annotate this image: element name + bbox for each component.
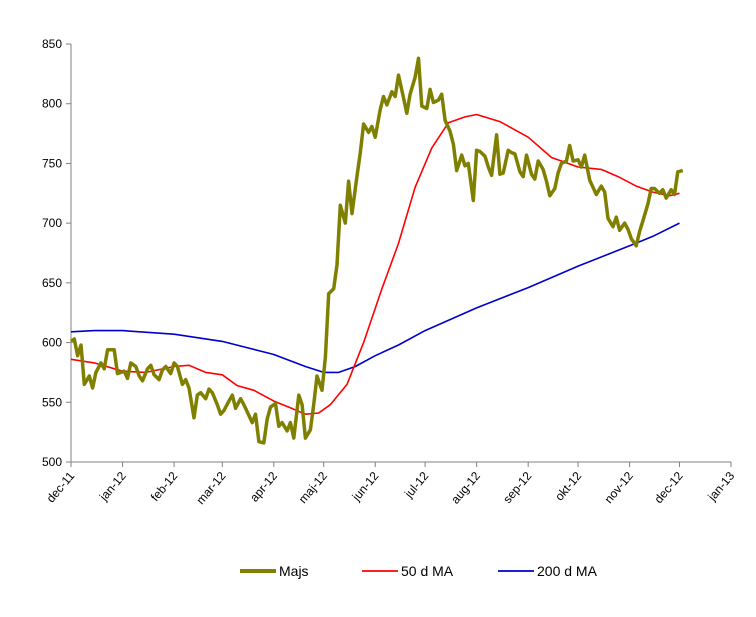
series-line-majs bbox=[69, 56, 684, 445]
x-tick-label: aug-12 bbox=[448, 469, 483, 507]
series-line-200-d-ma bbox=[70, 222, 680, 374]
legend-label: Majs bbox=[279, 563, 309, 579]
x-tick-label: mar-12 bbox=[193, 469, 228, 507]
y-tick-label: 650 bbox=[42, 276, 62, 290]
y-tick-label: 600 bbox=[42, 336, 62, 350]
x-tick-label: jan-12 bbox=[96, 469, 129, 505]
x-tick-label: dec-11 bbox=[44, 469, 78, 506]
y-tick-label: 500 bbox=[42, 455, 62, 469]
y-tick-label: 800 bbox=[42, 97, 62, 111]
y-tick-label: 550 bbox=[42, 395, 62, 409]
y-tick-label: 850 bbox=[42, 37, 62, 51]
x-tick-label: jun-12 bbox=[349, 469, 382, 505]
x-tick-label: dec-12 bbox=[651, 469, 686, 506]
x-tick-label: feb-12 bbox=[148, 469, 181, 504]
legend-label: 200 d MA bbox=[537, 563, 598, 579]
x-tick-label: sep-12 bbox=[500, 469, 535, 506]
legend-label: 50 d MA bbox=[401, 563, 454, 579]
x-tick-label: okt-12 bbox=[552, 469, 584, 504]
y-tick-label: 750 bbox=[42, 156, 62, 170]
legend: Majs 50 d MA 200 d MA bbox=[240, 563, 598, 579]
series-line-50-d-ma bbox=[70, 113, 680, 415]
axes: 500 550 600 650 700 750 800 850 dec-11 jan-12 feb-… bbox=[42, 37, 738, 507]
y-tick-label: 700 bbox=[42, 216, 62, 230]
x-tick-label: jul-12 bbox=[401, 469, 431, 501]
x-tick-label: apr-12 bbox=[247, 469, 280, 505]
x-tick-label: maj-12 bbox=[296, 469, 331, 506]
series-layer bbox=[69, 56, 684, 445]
x-tick-label: nov-12 bbox=[602, 469, 637, 506]
x-tick-label: jan-13 bbox=[704, 469, 737, 505]
